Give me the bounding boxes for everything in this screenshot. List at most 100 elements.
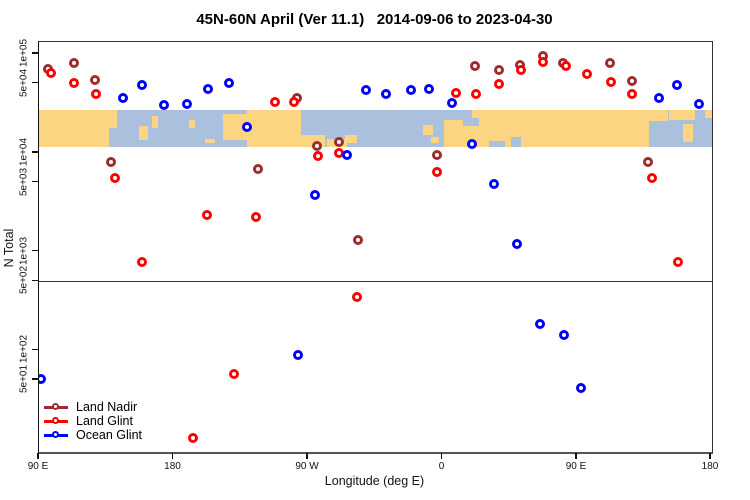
data-point-land-glint xyxy=(109,172,120,183)
x-tick-label: 90 W xyxy=(295,461,319,472)
x-tick-label: 0 xyxy=(438,461,445,472)
data-point-land-nadir xyxy=(469,60,480,71)
y-axis-title: N Total xyxy=(2,228,16,268)
data-point-land-glint xyxy=(251,211,262,222)
data-point-ocean-glint xyxy=(466,138,477,149)
map-land-patch xyxy=(345,134,357,143)
map-land-patch xyxy=(431,136,439,143)
data-point-land-glint xyxy=(432,166,443,177)
data-point-ocean-glint xyxy=(424,84,435,95)
map-land-patch xyxy=(444,109,668,147)
data-point-land-glint xyxy=(45,68,56,79)
map-land-patch xyxy=(247,109,301,147)
legend-marker-icon xyxy=(52,417,59,424)
data-point-land-glint xyxy=(228,368,239,379)
data-point-land-glint xyxy=(646,172,657,183)
y-tick xyxy=(32,151,38,153)
data-point-land-glint xyxy=(313,150,324,161)
data-point-land-nadir xyxy=(68,57,79,68)
data-point-land-glint xyxy=(581,68,592,79)
legend-item: Ocean Glint xyxy=(44,428,184,442)
world-map-band xyxy=(39,109,712,147)
data-point-land-glint xyxy=(201,209,212,220)
map-land-patch xyxy=(683,123,693,142)
data-point-land-nadir xyxy=(642,157,653,168)
x-tick-label: 180 xyxy=(701,461,719,472)
data-point-ocean-glint xyxy=(136,79,147,90)
data-point-land-nadir xyxy=(312,141,323,152)
data-point-land-glint xyxy=(560,60,571,71)
map-ocean-patch xyxy=(489,140,505,147)
data-point-ocean-glint xyxy=(158,99,169,110)
data-point-land-glint xyxy=(90,89,101,100)
data-point-ocean-glint xyxy=(181,99,192,110)
data-point-ocean-glint xyxy=(310,189,321,200)
data-point-land-glint xyxy=(136,256,147,267)
data-point-ocean-glint xyxy=(406,85,417,96)
data-point-ocean-glint xyxy=(39,374,46,385)
x-tick xyxy=(575,453,577,459)
data-point-ocean-glint xyxy=(361,85,372,96)
data-point-ocean-glint xyxy=(558,330,569,341)
y-tick xyxy=(32,249,38,252)
y-tick xyxy=(32,52,38,54)
x-tick xyxy=(709,453,711,459)
data-point-ocean-glint xyxy=(117,92,128,103)
legend-item: Land Glint xyxy=(44,414,184,428)
y-tick-label: 1e+04 xyxy=(18,137,30,166)
data-point-ocean-glint xyxy=(488,179,499,190)
x-tick-label: 90 E xyxy=(565,461,587,472)
y-tick-label: 5e+04 xyxy=(18,68,30,97)
map-land-patch xyxy=(189,119,195,128)
data-point-ocean-glint xyxy=(653,92,664,103)
legend-marker-icon xyxy=(52,431,59,438)
plot-area xyxy=(38,41,713,454)
x-tick xyxy=(171,453,174,459)
data-point-land-nadir xyxy=(353,235,364,246)
y-tick-label: 5e+03 xyxy=(18,167,30,196)
y-tick-label: 1e+03 xyxy=(18,236,30,265)
data-point-ocean-glint xyxy=(447,97,458,108)
reference-line xyxy=(39,281,712,283)
map-land-patch xyxy=(139,125,148,140)
y-tick xyxy=(32,81,38,84)
legend-marker-icon xyxy=(52,403,59,410)
map-land-patch xyxy=(205,138,215,143)
legend-label: Land Glint xyxy=(76,414,133,428)
data-point-land-glint xyxy=(68,77,79,88)
map-ocean-patch xyxy=(649,120,668,147)
data-point-land-nadir xyxy=(494,64,505,75)
data-point-ocean-glint xyxy=(575,382,586,393)
map-land-patch xyxy=(109,109,117,128)
data-point-ocean-glint xyxy=(534,319,545,330)
x-tick-label: 90 E xyxy=(27,461,49,472)
x-tick-label: 180 xyxy=(164,461,181,472)
data-point-ocean-glint xyxy=(293,350,304,360)
x-axis-title: Longitude (deg E) xyxy=(324,474,425,488)
data-point-land-glint xyxy=(626,89,637,100)
x-tick xyxy=(440,453,443,459)
data-point-ocean-glint xyxy=(223,77,234,88)
data-point-ocean-glint xyxy=(202,84,213,95)
data-point-ocean-glint xyxy=(511,238,522,249)
map-ocean-patch xyxy=(463,117,479,126)
data-point-ocean-glint xyxy=(671,79,682,90)
data-point-land-nadir xyxy=(89,74,100,85)
data-point-ocean-glint xyxy=(381,89,392,100)
map-land-patch xyxy=(152,115,158,128)
data-point-land-nadir xyxy=(252,164,263,175)
data-point-land-glint xyxy=(515,64,526,75)
data-point-land-glint xyxy=(451,88,462,99)
legend-item: Land Nadir xyxy=(44,400,184,414)
legend-label: Ocean Glint xyxy=(76,428,143,442)
map-ocean-patch xyxy=(511,136,521,147)
y-tick-label: 5e+02 xyxy=(18,266,30,295)
data-point-ocean-glint xyxy=(693,99,704,110)
map-ocean-patch xyxy=(444,109,472,120)
data-point-land-nadir xyxy=(432,149,443,160)
data-point-land-glint xyxy=(270,96,281,107)
data-point-land-glint xyxy=(471,89,481,100)
data-point-land-glint xyxy=(289,96,300,107)
data-point-ocean-glint xyxy=(241,121,252,132)
